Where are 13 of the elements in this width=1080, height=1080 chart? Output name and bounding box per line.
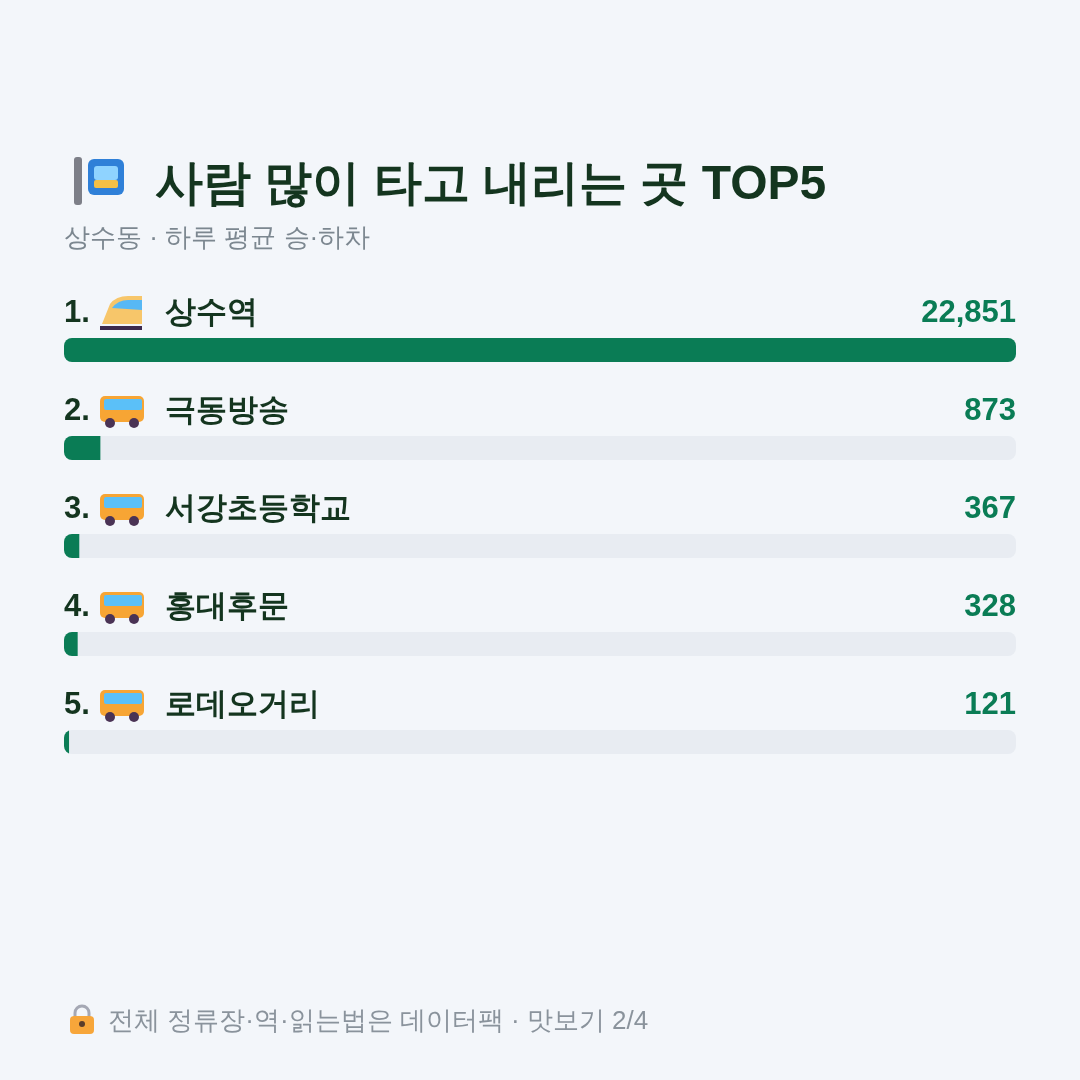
chart-subtitle: 상수동 · 하루 평균 승·하차 [64,222,371,252]
category-label: 4. 홍대후문 [64,588,289,623]
data-label: 22,851 [921,294,1016,329]
data-label: 328 [964,588,1016,623]
text: 전체 정류장·역·읽는법은 데이터팩 · 맛보기 2/4 [108,1005,649,1035]
category-label: 1. 상수역 [64,294,258,329]
data-label: 367 [964,490,1016,525]
category-label: 3. 서강초등학교 [64,490,351,525]
category-label: 5. 로데오거리 [64,686,320,721]
chart-title: 사람 많이 타고 내리는 곳 TOP5 [155,156,827,209]
data-label: 121 [964,686,1016,721]
category-label: 2. 극동방송 [64,392,289,427]
data-label: 873 [964,392,1016,427]
